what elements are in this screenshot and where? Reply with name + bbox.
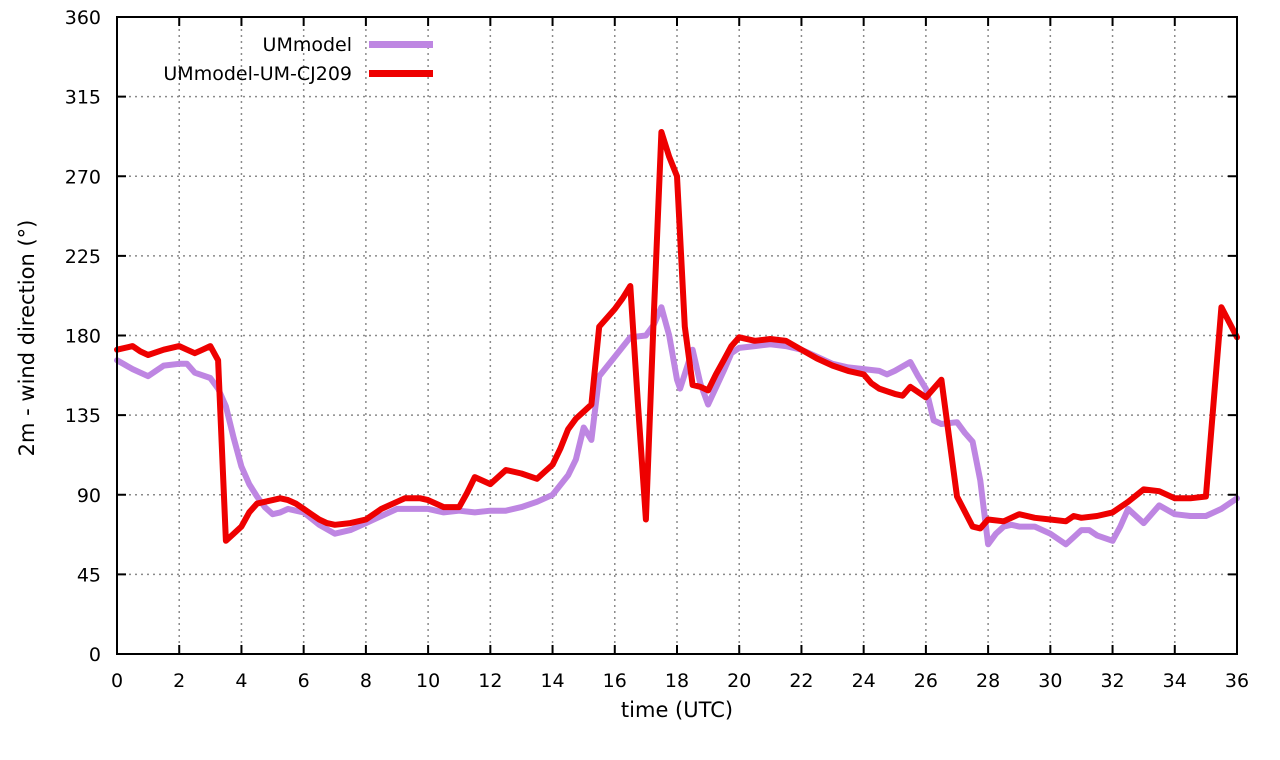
x-tick-label: 30 bbox=[1038, 670, 1062, 692]
x-tick-label: 14 bbox=[540, 670, 564, 692]
y-axis-title: 2m - wind direction (°) bbox=[15, 219, 39, 457]
legend: UMmodel UMmodel-UM-CJ209 bbox=[120, 30, 433, 88]
x-tick-label: 12 bbox=[478, 670, 502, 692]
y-tick-label: 315 bbox=[65, 87, 101, 109]
x-tick-label: 10 bbox=[416, 670, 440, 692]
y-tick-label: 180 bbox=[65, 326, 101, 348]
x-tick-label: 18 bbox=[665, 670, 689, 692]
x-tick-label: 32 bbox=[1100, 670, 1124, 692]
x-tick-label: 34 bbox=[1163, 670, 1187, 692]
y-tick-label: 225 bbox=[65, 246, 101, 268]
legend-line-sample bbox=[369, 41, 433, 48]
x-tick-label: 6 bbox=[298, 670, 310, 692]
x-tick-label: 16 bbox=[603, 670, 627, 692]
x-tick-label: 22 bbox=[789, 670, 813, 692]
x-tick-label: 2 bbox=[173, 670, 185, 692]
x-tick-label: 28 bbox=[976, 670, 1000, 692]
y-tick-label: 0 bbox=[89, 644, 101, 666]
x-tick-label: 26 bbox=[914, 670, 938, 692]
x-tick-label: 4 bbox=[235, 670, 247, 692]
x-tick-label: 8 bbox=[360, 670, 372, 692]
series-line-0 bbox=[114, 304, 1240, 548]
legend-line-sample bbox=[369, 70, 433, 77]
y-tick-label: 90 bbox=[77, 485, 101, 507]
x-tick-label: 0 bbox=[111, 670, 123, 692]
legend-label: UMmodel bbox=[262, 33, 352, 56]
y-tick-label: 135 bbox=[65, 405, 101, 427]
x-tick-label: 20 bbox=[727, 670, 751, 692]
legend-label: UMmodel-UM-CJ209 bbox=[163, 62, 352, 85]
x-axis-title: time (UTC) bbox=[620, 698, 734, 722]
y-tick-label: 45 bbox=[77, 564, 101, 586]
legend-item-ummodel-um-cj209: UMmodel-UM-CJ209 bbox=[120, 59, 433, 88]
legend-item-ummodel: UMmodel bbox=[120, 30, 433, 59]
y-tick-label: 360 bbox=[65, 7, 101, 29]
x-tick-label: 24 bbox=[852, 670, 876, 692]
x-tick-label: 36 bbox=[1225, 670, 1249, 692]
series-line-1 bbox=[114, 129, 1240, 544]
y-tick-label: 270 bbox=[65, 166, 101, 188]
